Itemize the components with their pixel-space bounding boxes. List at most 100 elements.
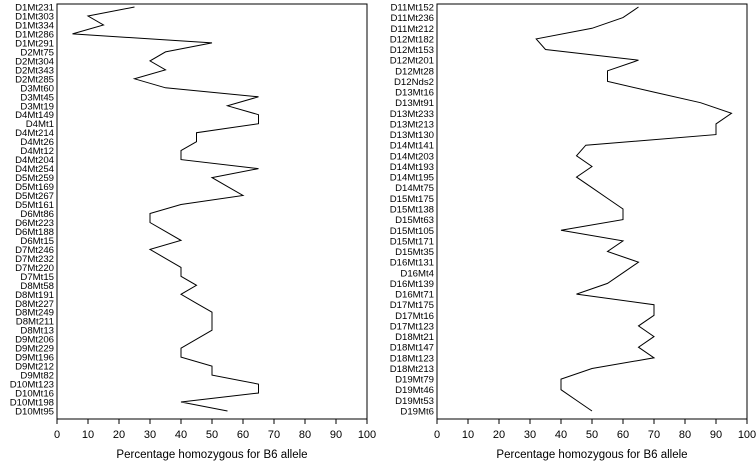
marker-label: D6Mt15 [20,236,54,247]
marker-label: D4Mt254 [15,164,55,175]
x-tick-label: 60 [237,429,249,441]
x-tick-label: 90 [710,429,722,441]
marker-label: D19Mt53 [395,396,434,407]
marker-label: D17Mt16 [395,311,434,322]
marker-label: D11Mt152 [390,3,434,14]
x-tick-label: 30 [144,429,156,441]
marker-label: D8Mt58 [20,281,54,292]
marker-label: D16Mt131 [390,258,434,269]
x-tick-label: 20 [493,429,505,441]
marker-label: D10Mt95 [15,407,54,418]
marker-label: D8Mt13 [20,326,54,337]
x-tick-label: 80 [299,429,311,441]
marker-label: D2Mt285 [15,74,54,85]
marker-label: D3Mt19 [20,101,54,112]
plot-frame [56,3,368,420]
marker-label: D7Mt220 [15,263,54,274]
marker-label: D18Mt147 [390,343,434,354]
marker-label: D17Mt175 [390,300,434,311]
marker-label: D4Mt1 [26,119,54,130]
plot-frame [436,3,748,420]
marker-label: D4Mt26 [20,137,54,148]
marker-label: D5Mt161 [15,200,54,211]
marker-label: D19Mt79 [395,375,434,386]
marker-label: D14Mt141 [390,141,434,152]
x-tick-label: 50 [586,429,598,441]
chart-panel-1: 0 10 20 30 40 50 60 70 80 90 100 Percentage homozyg… [10,3,376,462]
marker-label: D13Mt213 [390,119,434,130]
marker-label: D2Mt304 [15,56,55,67]
x-tick-label: 20 [113,429,125,441]
marker-label: D8Mt211 [16,317,54,328]
series-line [72,6,259,412]
marker-label: D9Mt82 [20,371,54,382]
marker-label: D1Mt231 [15,3,54,14]
marker-label: D1Mt303 [15,11,54,22]
marker-label: D5Mt169 [15,182,54,193]
marker-label: D3Mt60 [20,83,54,94]
marker-label: D10Mt123 [10,380,54,391]
marker-label: D14Mt193 [390,162,434,173]
chart-panel-2: 0 10 20 30 40 50 60 70 80 90 100 Percentage homozyg… [390,3,756,462]
x-tick-label: 70 [648,429,660,441]
marker-label: D12Mt28 [395,66,434,77]
x-tick-label: 80 [679,429,691,441]
marker-label: D15Mt171 [390,236,434,247]
x-tick-label: 40 [555,429,567,441]
x-tick-label: 100 [358,429,376,441]
x-tick-label: 70 [268,429,280,441]
marker-label: D2Mt75 [20,47,54,58]
marker-label: D15Mt138 [390,205,434,216]
x-axis-label: Percentage homozygous for B6 allele [496,449,687,461]
marker-label: D14Mt75 [395,183,434,194]
marker-label: D14Mt195 [390,173,434,184]
marker-label: D18Mt21 [395,332,434,343]
marker-label: D13Mt91 [395,98,434,109]
marker-label: D13Mt130 [390,130,434,141]
series-line [535,6,733,412]
marker-label: D10Mt198 [10,398,54,409]
marker-label: D9Mt196 [15,353,54,364]
marker-label: D13Mt16 [395,88,434,99]
marker-label: D7Mt232 [15,254,54,265]
x-tick-label: 10 [462,429,474,441]
x-tick-label: 90 [330,429,342,441]
marker-label: D18Mt123 [390,353,434,364]
marker-label: D12Mt182 [390,34,434,45]
marker-label: D10Mt16 [15,389,54,400]
marker-label: D15Mt175 [390,194,434,205]
marker-label: D3Mt45 [20,92,54,103]
x-axis-label: Percentage homozygous for B6 allele [116,449,307,461]
marker-label: D6Mt86 [20,209,54,220]
marker-label: D4Mt12 [20,146,54,157]
marker-label: D14Mt203 [390,151,434,162]
marker-label: D19Mt46 [395,385,434,396]
marker-label: D15Mt35 [395,247,434,258]
marker-label: D7Mt15 [20,272,54,283]
marker-label: D16Mt71 [395,290,434,301]
marker-label: D12Nds2 [394,77,434,88]
x-tick-label: 0 [54,429,60,441]
marker-label: D8Mt191 [15,290,54,301]
marker-label: D8Mt227 [15,299,54,310]
marker-label: D16Mt4 [400,268,434,279]
marker-label: D4Mt214 [15,128,55,139]
x-tick-label: 0 [434,429,440,441]
marker-label: D15Mt63 [395,215,434,226]
x-tick-label: 100 [738,429,756,441]
marker-label: D16Mt139 [390,279,434,290]
marker-label: D7Mt246 [15,245,54,256]
x-tick-label: 30 [524,429,536,441]
marker-label: D1Mt291 [15,38,54,49]
marker-label: D5Mt259 [15,173,54,184]
marker-label: D15Mt105 [390,226,434,237]
marker-label: D18Mt213 [390,364,434,375]
marker-label: D9Mt229 [15,344,54,355]
marker-label: D5Mt267 [15,191,54,202]
marker-label: D4Mt149 [15,110,54,121]
marker-label: D1Mt286 [15,29,54,40]
marker-label: D4Mt204 [15,155,55,166]
marker-label: D12Mt201 [390,56,434,67]
x-tick-label: 10 [82,429,94,441]
